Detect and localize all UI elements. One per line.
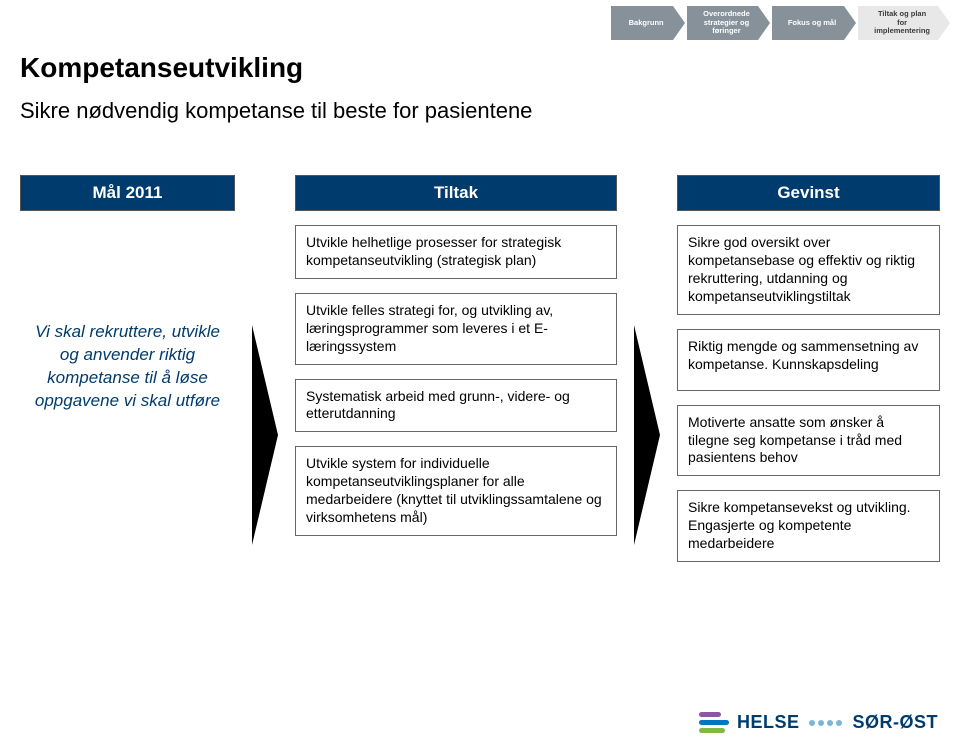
tiltak-item: Utvikle helhetlige prosesser for strateg… bbox=[295, 225, 617, 279]
tiltak-item: Utvikle felles strategi for, og utviklin… bbox=[295, 293, 617, 365]
page-title: Kompetanseutvikling bbox=[20, 52, 303, 84]
nav-tab-strategier: Overordnede strategier og føringer bbox=[687, 6, 770, 40]
column-header-tiltak: Tiltak bbox=[295, 175, 617, 211]
gevinst-item: Sikre kompetansevekst og utvikling. Enga… bbox=[677, 490, 940, 562]
gevinst-item: Motiverte ansatte som ønsker å tilegne s… bbox=[677, 405, 940, 477]
column-gevinst: Gevinst Sikre god oversikt over kompetan… bbox=[677, 175, 940, 562]
content-columns: Mål 2011 Vi skal rekruttere, utvikle og … bbox=[20, 175, 940, 562]
arrow-goal-to-tiltak bbox=[249, 175, 281, 545]
logo-dots-icon bbox=[809, 720, 842, 726]
chevron-right-icon bbox=[673, 6, 685, 40]
nav-tab-tiltak: Tiltak og plan for implementering bbox=[858, 6, 950, 40]
column-header-goal: Mål 2011 bbox=[20, 175, 235, 211]
arrow-tiltak-to-gevinst bbox=[631, 175, 663, 545]
nav-tab-label: Bakgrunn bbox=[611, 6, 673, 40]
nav-tabs: Bakgrunn Overordnede strategier og førin… bbox=[611, 6, 950, 40]
wedge-right-icon bbox=[634, 325, 660, 545]
gevinst-item: Riktig mengde og sammensetning av kompet… bbox=[677, 329, 940, 391]
logo-text-helse: HELSE bbox=[737, 712, 800, 733]
chevron-right-icon bbox=[758, 6, 770, 40]
tiltak-item: Systematisk arbeid med grunn-, videre- o… bbox=[295, 379, 617, 433]
footer-logo: HELSE SØR-ØST bbox=[699, 712, 938, 733]
column-header-gevinst: Gevinst bbox=[677, 175, 940, 211]
gevinst-item: Sikre god oversikt over kompetansebase o… bbox=[677, 225, 940, 315]
tiltak-list: Utvikle helhetlige prosesser for strateg… bbox=[295, 225, 617, 536]
gevinst-list: Sikre god oversikt over kompetansebase o… bbox=[677, 225, 940, 562]
logo-lines-icon bbox=[699, 712, 729, 733]
wedge-right-icon bbox=[252, 325, 278, 545]
tiltak-item: Utvikle system for individuelle kompetan… bbox=[295, 446, 617, 536]
chevron-right-icon bbox=[938, 6, 950, 40]
nav-tab-label: Fokus og mål bbox=[772, 6, 844, 40]
column-goal: Mål 2011 Vi skal rekruttere, utvikle og … bbox=[20, 175, 235, 413]
column-tiltak: Tiltak Utvikle helhetlige prosesser for … bbox=[295, 175, 617, 536]
logo-text-sorost: SØR-ØST bbox=[852, 712, 938, 733]
nav-tab-label: Overordnede strategier og føringer bbox=[687, 6, 758, 40]
nav-tab-bakgrunn: Bakgrunn bbox=[611, 6, 685, 40]
goal-text: Vi skal rekruttere, utvikle og anvender … bbox=[20, 321, 235, 413]
chevron-right-icon bbox=[844, 6, 856, 40]
nav-tab-label: Tiltak og plan for implementering bbox=[858, 6, 938, 40]
page-subtitle: Sikre nødvendig kompetanse til beste for… bbox=[20, 98, 532, 124]
nav-tab-fokus: Fokus og mål bbox=[772, 6, 856, 40]
